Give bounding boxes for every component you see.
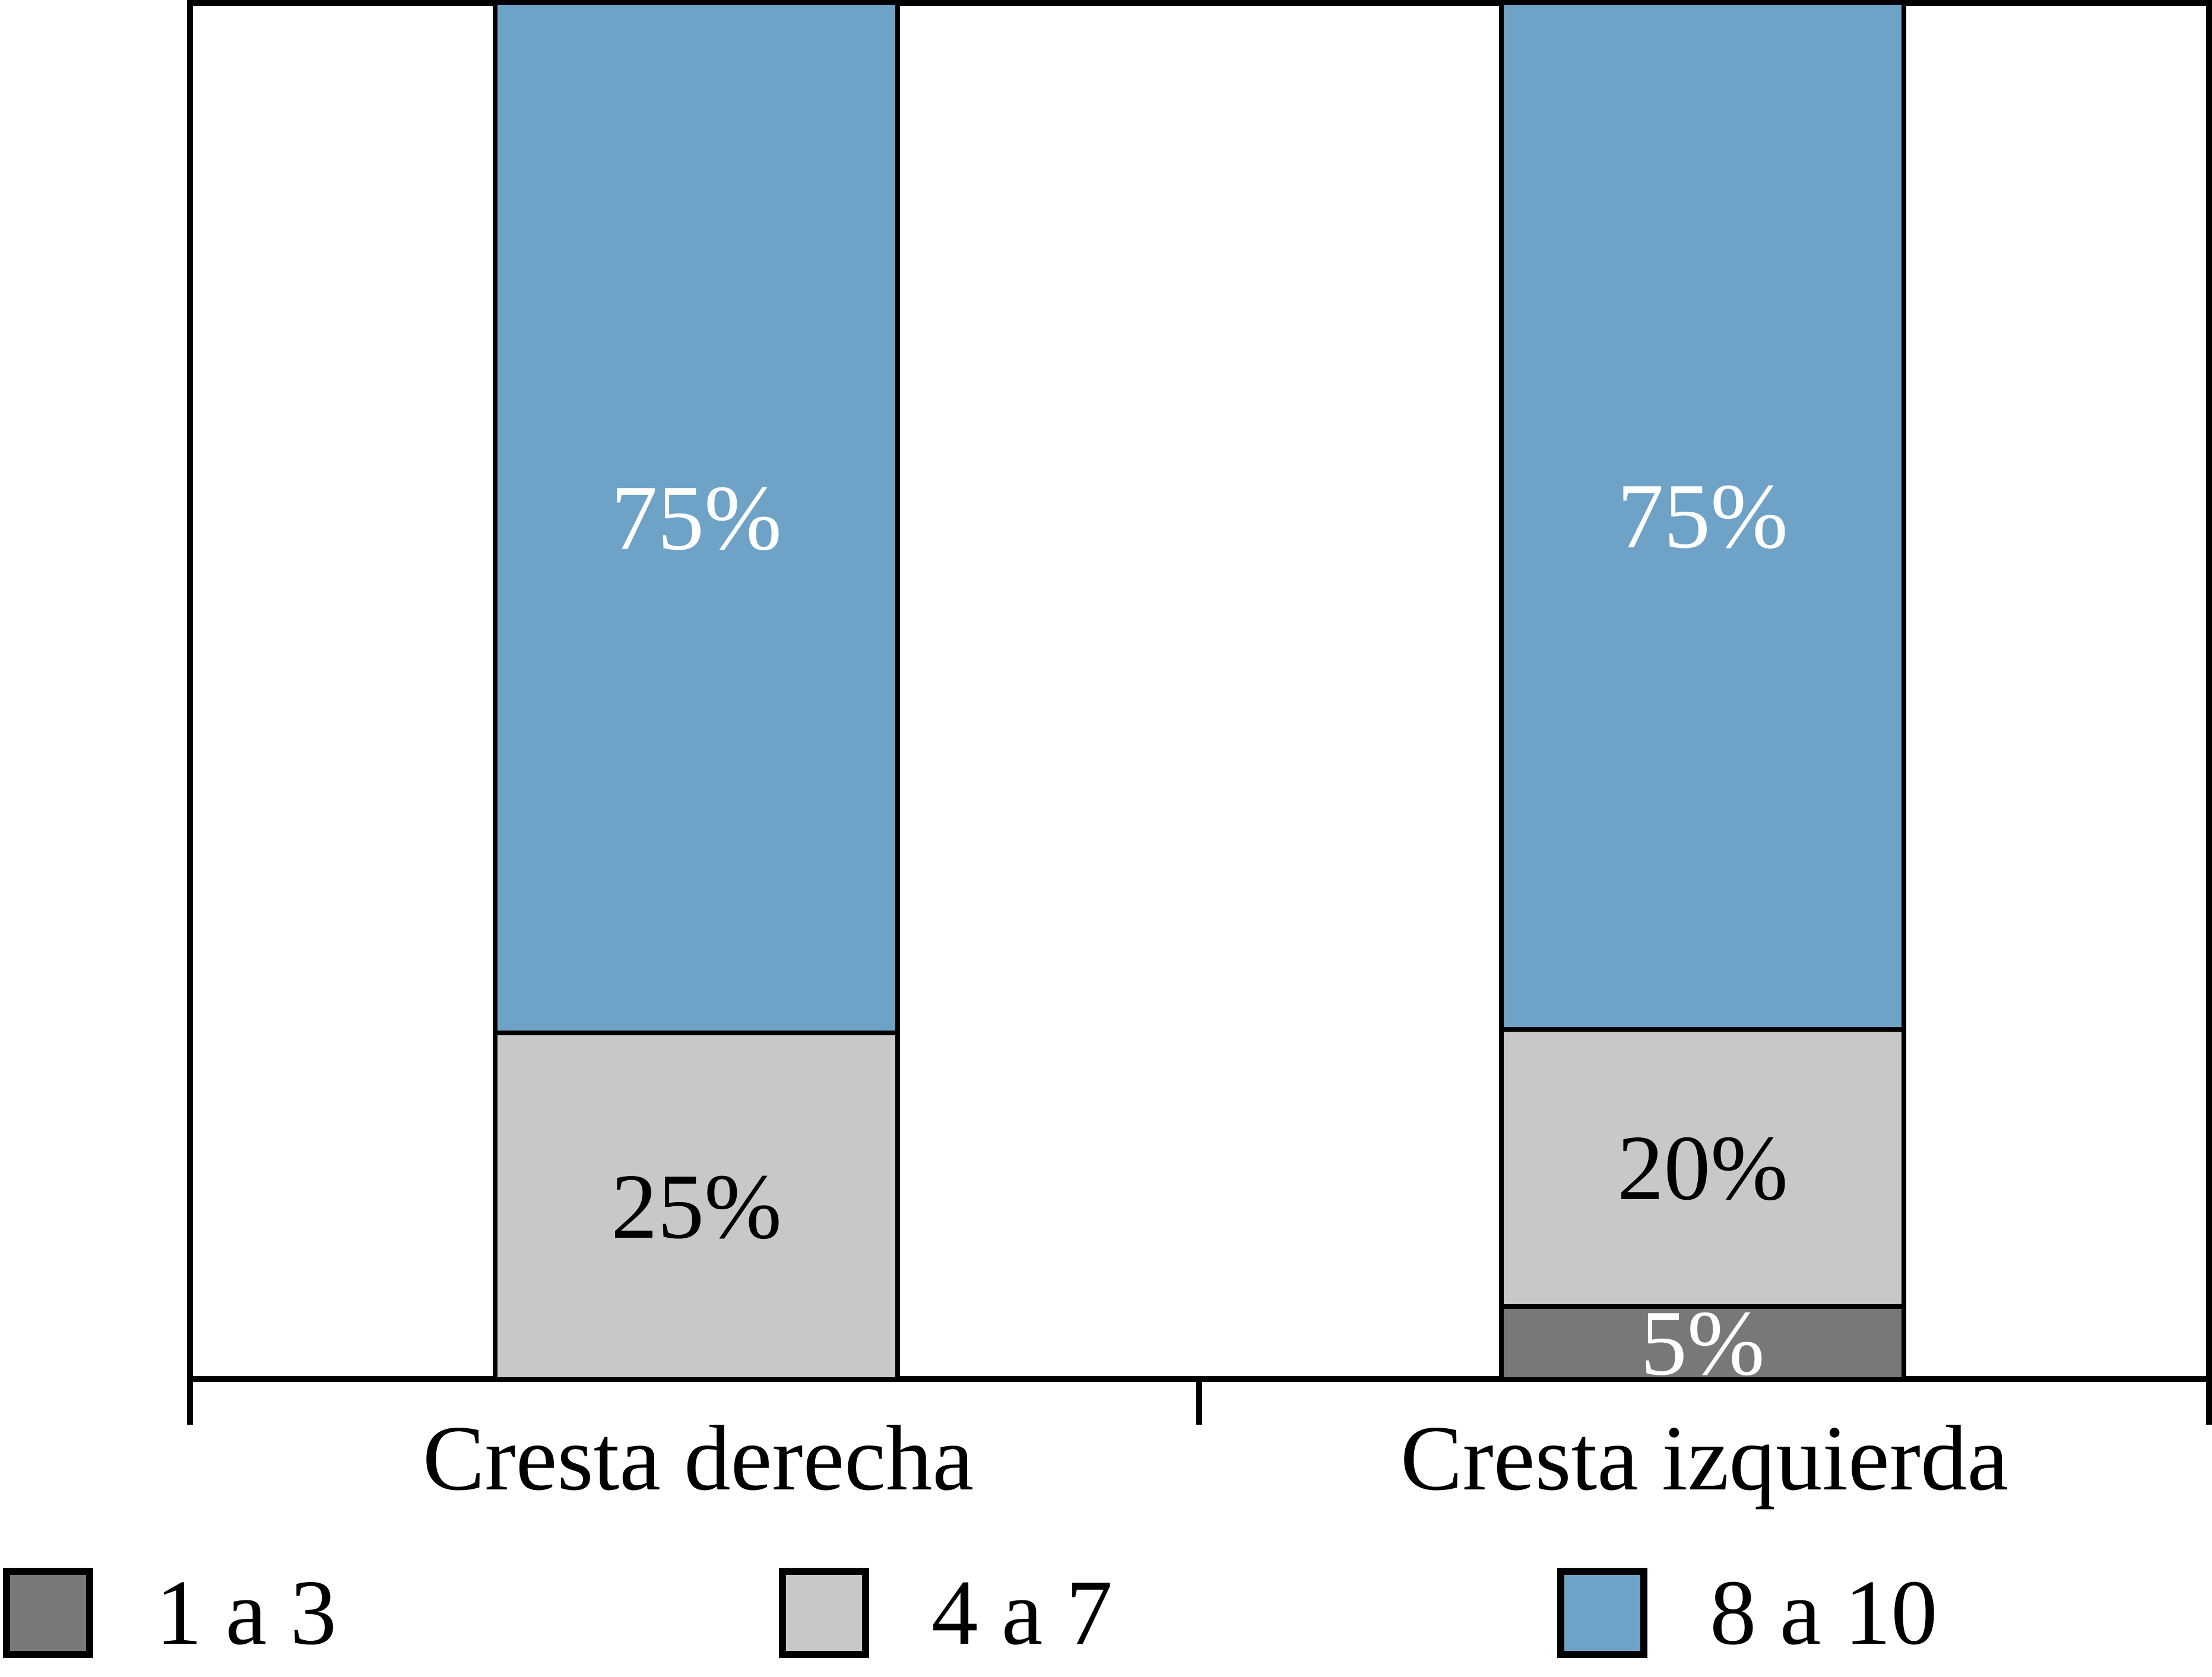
category-label-cresta-derecha: Cresta derecha xyxy=(422,1406,974,1510)
x-axis-tick-center xyxy=(1196,1376,1202,1425)
legend-entry-4-a-7: 4 a 7 xyxy=(779,1566,1113,1659)
legend-swatch-8-a-10 xyxy=(1557,1567,1647,1658)
bar-segment-4-a-7: 20% xyxy=(1504,1027,1902,1305)
plot-area: 75% 25% 75% 20% 5% xyxy=(187,0,2212,1390)
segment-value-label: 25% xyxy=(611,1154,782,1258)
segment-value-label: 20% xyxy=(1617,1116,1788,1220)
legend-label: 1 a 3 xyxy=(156,1561,337,1664)
segment-value-label: 75% xyxy=(1617,464,1788,568)
bar-segment-4-a-7: 25% xyxy=(497,1031,895,1377)
bar-segment-1-a-3: 5% xyxy=(1504,1296,1902,1390)
legend-swatch-4-a-7 xyxy=(779,1567,869,1658)
bar-cresta-izquierda: 75% 20% 5% xyxy=(1499,0,1906,1390)
legend: 1 a 3 4 a 7 8 a 10 xyxy=(0,1566,2212,1659)
legend-entry-1-a-3: 1 a 3 xyxy=(3,1566,337,1659)
legend-entry-8-a-10: 8 a 10 xyxy=(1557,1566,1938,1659)
legend-swatch-1-a-3 xyxy=(3,1567,93,1658)
legend-label: 8 a 10 xyxy=(1710,1561,1938,1664)
bar-segment-8-a-10: 75% xyxy=(497,5,895,1031)
segment-value-label: 75% xyxy=(611,465,782,569)
x-axis-tick-left xyxy=(187,1376,193,1425)
bar-segment-8-a-10: 75% xyxy=(1504,5,1902,1027)
bar-cresta-derecha: 75% 25% xyxy=(493,0,900,1382)
category-label-cresta-izquierda: Cresta izquierda xyxy=(1400,1406,2009,1510)
x-axis-tick-right xyxy=(2206,1376,2212,1425)
legend-label: 4 a 7 xyxy=(931,1561,1113,1664)
segment-value-label: 5% xyxy=(1640,1291,1765,1395)
